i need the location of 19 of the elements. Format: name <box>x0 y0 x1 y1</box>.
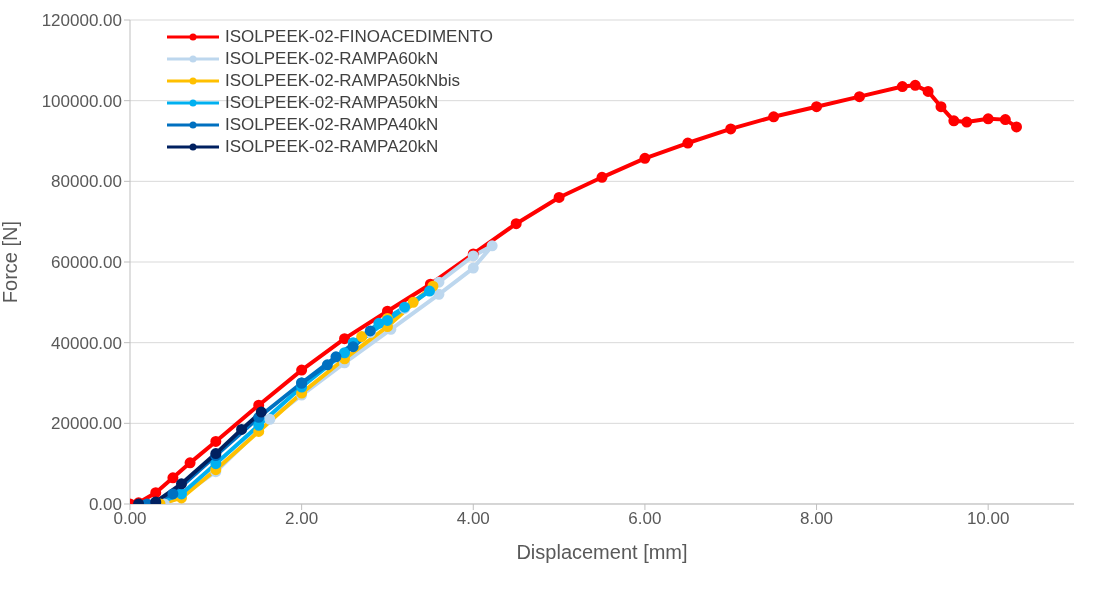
legend-label: ISOLPEEK-02-FINOACEDIMENTO <box>225 26 493 48</box>
x-tick-label: 6.00 <box>628 509 662 529</box>
x-tick-label: 8.00 <box>800 509 834 529</box>
y-tick-label: 20000.00 <box>51 414 122 434</box>
legend-label: ISOLPEEK-02-RAMPA20kN <box>225 136 439 158</box>
y-tick-label: 60000.00 <box>51 253 122 273</box>
legend-label: ISOLPEEK-02-RAMPA40kN <box>225 114 439 136</box>
x-tick-label: 4.00 <box>456 509 490 529</box>
y-tick-label: 80000.00 <box>51 172 122 192</box>
legend-label: ISOLPEEK-02-RAMPA60kN <box>225 48 439 70</box>
y-tick-label: 40000.00 <box>51 333 122 353</box>
legend-label: ISOLPEEK-02-RAMPA50kN <box>225 92 439 114</box>
y-tick-label: 120000.00 <box>41 11 122 31</box>
x-tick-label: 10.00 <box>966 509 1010 529</box>
y-axis-title: Force [N] <box>0 220 22 304</box>
x-tick-label: 2.00 <box>285 509 319 529</box>
x-axis-title: Displacement [mm] <box>516 541 688 563</box>
y-tick-label: 100000.00 <box>41 91 122 111</box>
legend-label: ISOLPEEK-02-RAMPA50kNbis <box>225 70 460 92</box>
